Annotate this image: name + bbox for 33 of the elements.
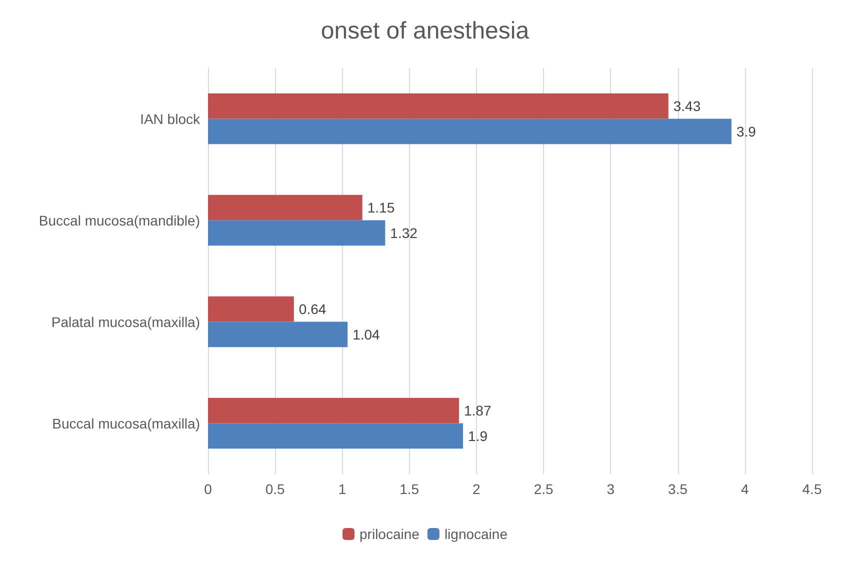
x-tick-label: 4 [740,481,749,497]
bar [208,423,464,449]
data-label: 1.04 [352,326,380,342]
x-tick-label: 2.5 [534,481,554,497]
y-tick-label: IAN block [140,110,201,127]
y-tick-label: Palatal mucosa(maxilla) [51,314,200,330]
legend-label: lignocaine [444,526,508,542]
data-label: 3.43 [673,98,701,114]
bar [208,322,348,348]
y-tick-label: Buccal mucosa(maxilla) [52,415,200,432]
data-label: 1.32 [390,224,418,241]
y-tick-label: Buccal mucosa(mandible) [38,212,200,228]
x-tick-label: 0 [204,481,212,497]
legend-label: prilocaine [360,526,420,542]
data-label: 0.64 [298,301,326,318]
bar [208,194,362,220]
data-label: 3.9 [736,123,756,140]
x-tick-label: 1.5 [400,481,420,497]
x-tick-label: 0.5 [265,481,286,497]
bar [208,220,386,246]
chart-title: onset of anesthesia [320,18,530,44]
data-label: 1.87 [464,402,492,419]
x-tick-label: 3.5 [668,481,688,497]
data-label: 1.9 [468,428,488,444]
data-label: 1.15 [367,200,395,216]
bar [208,118,732,144]
x-tick-label: 4.5 [802,481,822,497]
x-tick-label: 2 [472,481,481,497]
bar [208,296,294,322]
bar [208,398,459,424]
x-tick-label: 3 [606,481,615,497]
bar [208,93,668,119]
x-tick-label: 1 [338,481,346,497]
